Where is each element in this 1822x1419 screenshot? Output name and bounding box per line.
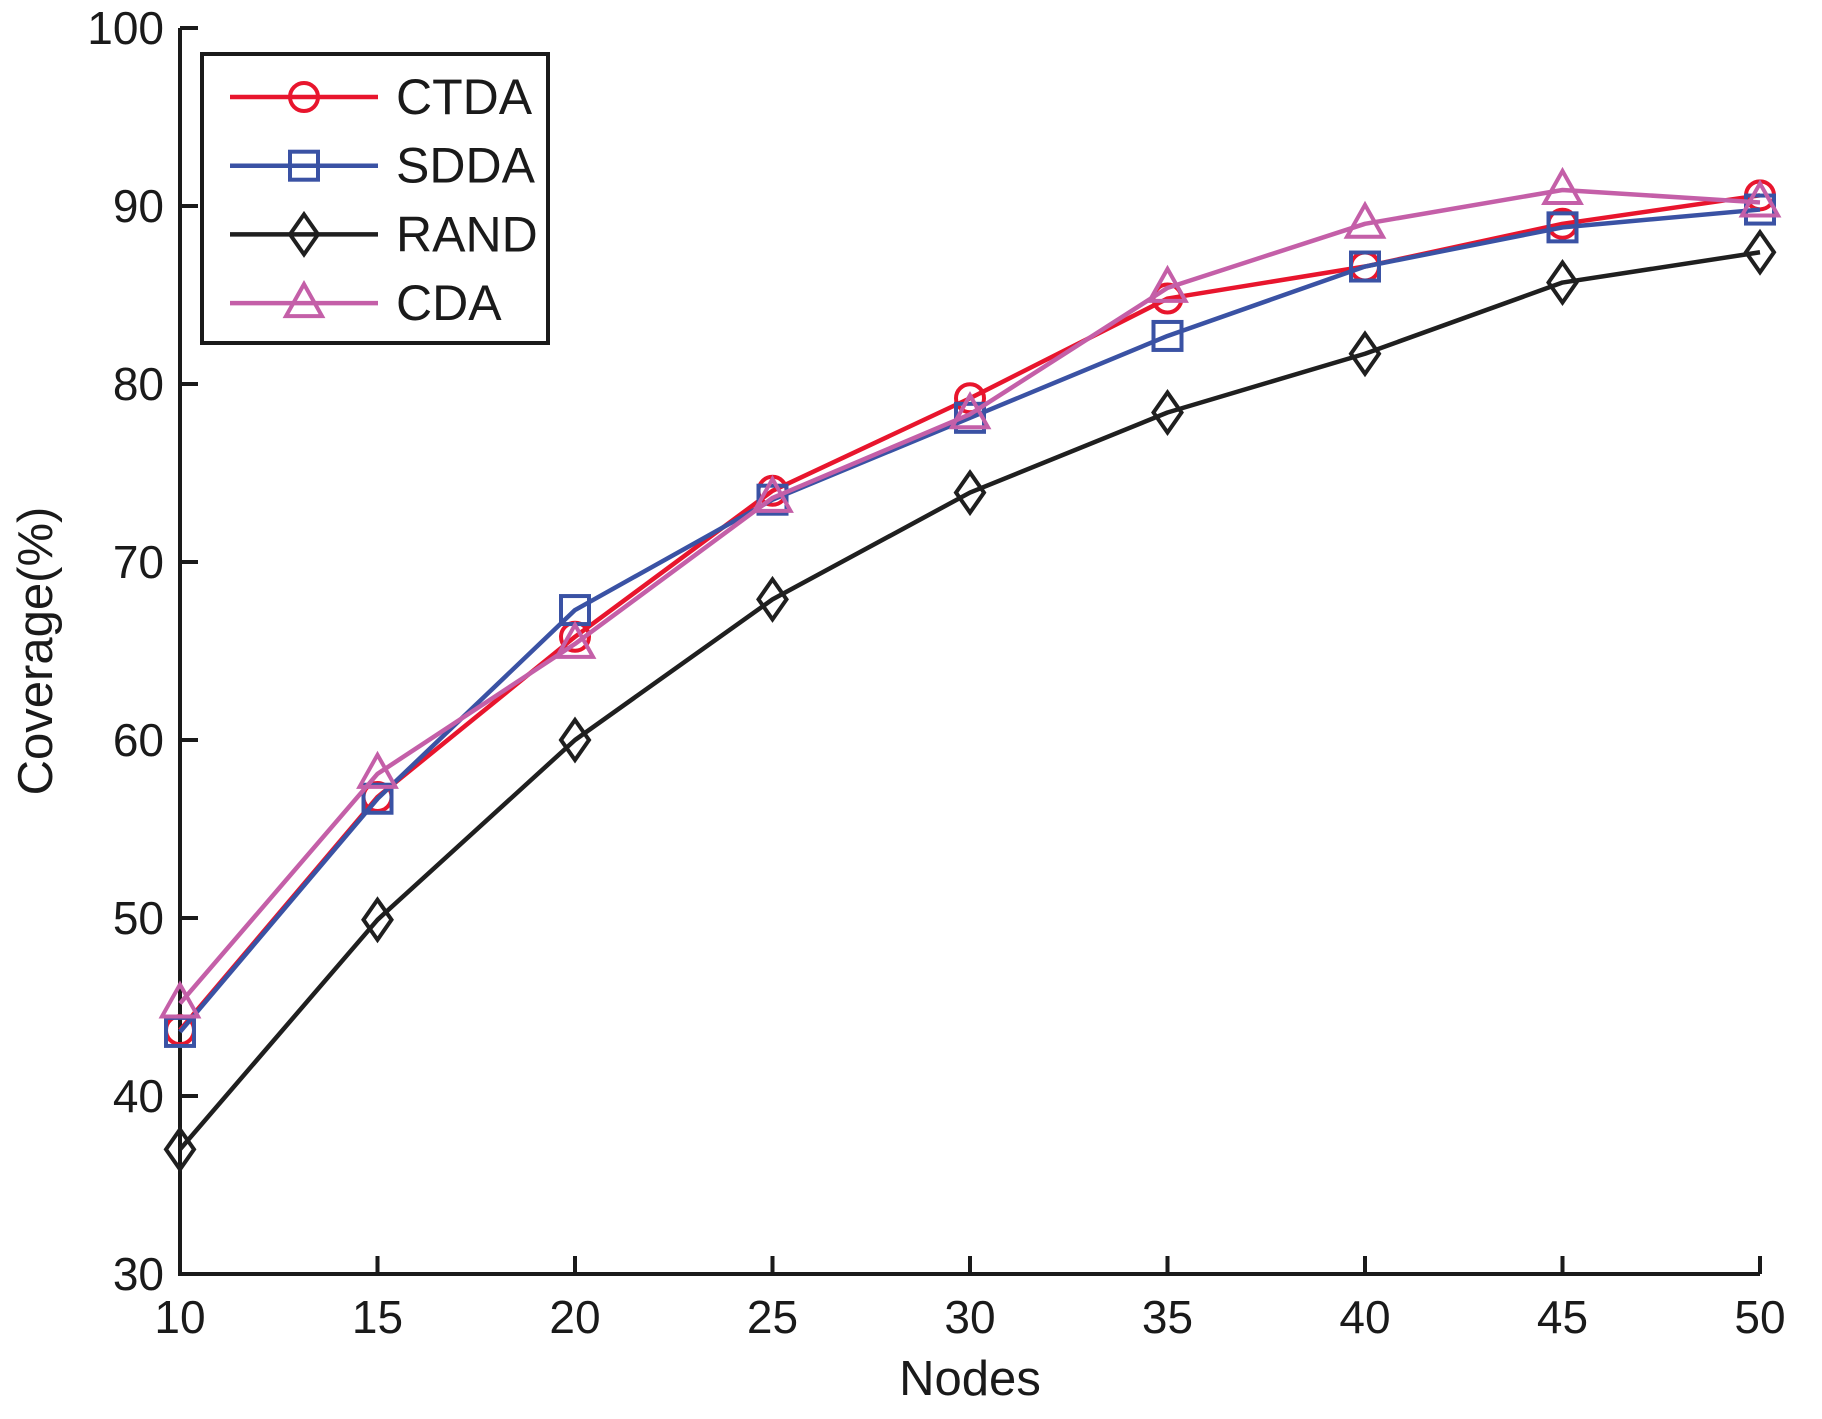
legend-item-ctda: CTDA (230, 69, 533, 125)
legend-label-cda: CDA (396, 275, 502, 331)
marker-cda-triangle (1343, 200, 1387, 239)
x-axis-tick-label: 45 (1537, 1291, 1588, 1343)
x-axis-tick-label: 50 (1734, 1291, 1785, 1343)
series-line-sdda (178, 207, 1761, 1034)
y-axis-tick-label: 60 (113, 714, 164, 766)
marker-rand-diamond (1546, 259, 1579, 307)
x-axis-tick-label: 35 (1142, 1291, 1193, 1343)
marker-cda-triangle (158, 980, 202, 1019)
marker-cda-triangle (553, 620, 597, 659)
y-axis-tick-label: 80 (113, 358, 164, 410)
marker-rand-diamond (1348, 330, 1382, 378)
x-axis-tick-label: 25 (747, 1291, 798, 1343)
legend-item-sdda: SDDA (230, 138, 536, 194)
x-axis-tick-label: 30 (944, 1291, 995, 1343)
marker-rand-diamond (1743, 228, 1777, 276)
y-axis-tick-label: 40 (113, 1070, 164, 1122)
marker-cda-triangle (356, 750, 399, 789)
legend-marker-diamond-icon (287, 210, 321, 258)
legend: CTDA SDDA RAND CDA (200, 52, 550, 345)
x-axis-tick-label: 20 (549, 1291, 600, 1343)
legend-marker-square-icon (288, 149, 320, 182)
series-line-cda (178, 187, 1761, 1005)
legend-label-ctda: CTDA (396, 69, 533, 125)
marker-sdda-square (1349, 250, 1381, 283)
marker-cda-triangle (1738, 179, 1782, 218)
y-axis-tick-label: 30 (113, 1248, 164, 1300)
x-axis-tick-label: 10 (154, 1291, 205, 1343)
legend-marker-triangle-icon (282, 280, 326, 319)
marker-rand-diamond (361, 896, 394, 944)
y-axis-title: Coverage(%) (9, 507, 63, 796)
y-axis-tick-label: 70 (113, 536, 164, 588)
x-axis-tick-label: 15 (352, 1291, 403, 1343)
plot-area (158, 166, 1782, 1173)
legend-item-rand: RAND (230, 206, 538, 262)
x-axis-tick-label: 40 (1339, 1291, 1390, 1343)
marker-rand-diamond (163, 1125, 197, 1173)
marker-sdda-square (1151, 319, 1184, 352)
legend-label-sdda: SDDA (396, 138, 536, 194)
legend-item-cda: CDA (230, 275, 502, 331)
marker-sdda-square (361, 782, 394, 815)
marker-rand-diamond (953, 469, 987, 517)
y-axis-tick-label: 100 (87, 2, 164, 54)
marker-rand-diamond (756, 575, 789, 623)
marker-cda-triangle (1146, 264, 1189, 303)
legend-box (200, 52, 550, 345)
marker-sdda-square (1546, 211, 1579, 244)
legend-marker-circle-icon (288, 81, 320, 113)
y-axis-tick-label: 50 (113, 892, 164, 944)
y-axis-tick-label: 90 (113, 180, 164, 232)
series-rand (163, 228, 1777, 1173)
marker-cda-triangle (1541, 166, 1584, 205)
series-cda (158, 166, 1782, 1019)
legend-label-rand: RAND (396, 206, 538, 262)
marker-cda-triangle (751, 474, 794, 513)
series-line-rand (178, 250, 1761, 1151)
marker-sdda-square (756, 483, 789, 516)
marker-cda-triangle (948, 391, 992, 430)
axes: 30 40 50 60 70 80 90 100 10 15 20 25 30 35 40 45 50 Nodes… (9, 2, 1786, 1406)
x-axis-title: Nodes (899, 1352, 1041, 1406)
marker-rand-diamond (558, 716, 592, 764)
marker-rand-diamond (1151, 388, 1184, 436)
